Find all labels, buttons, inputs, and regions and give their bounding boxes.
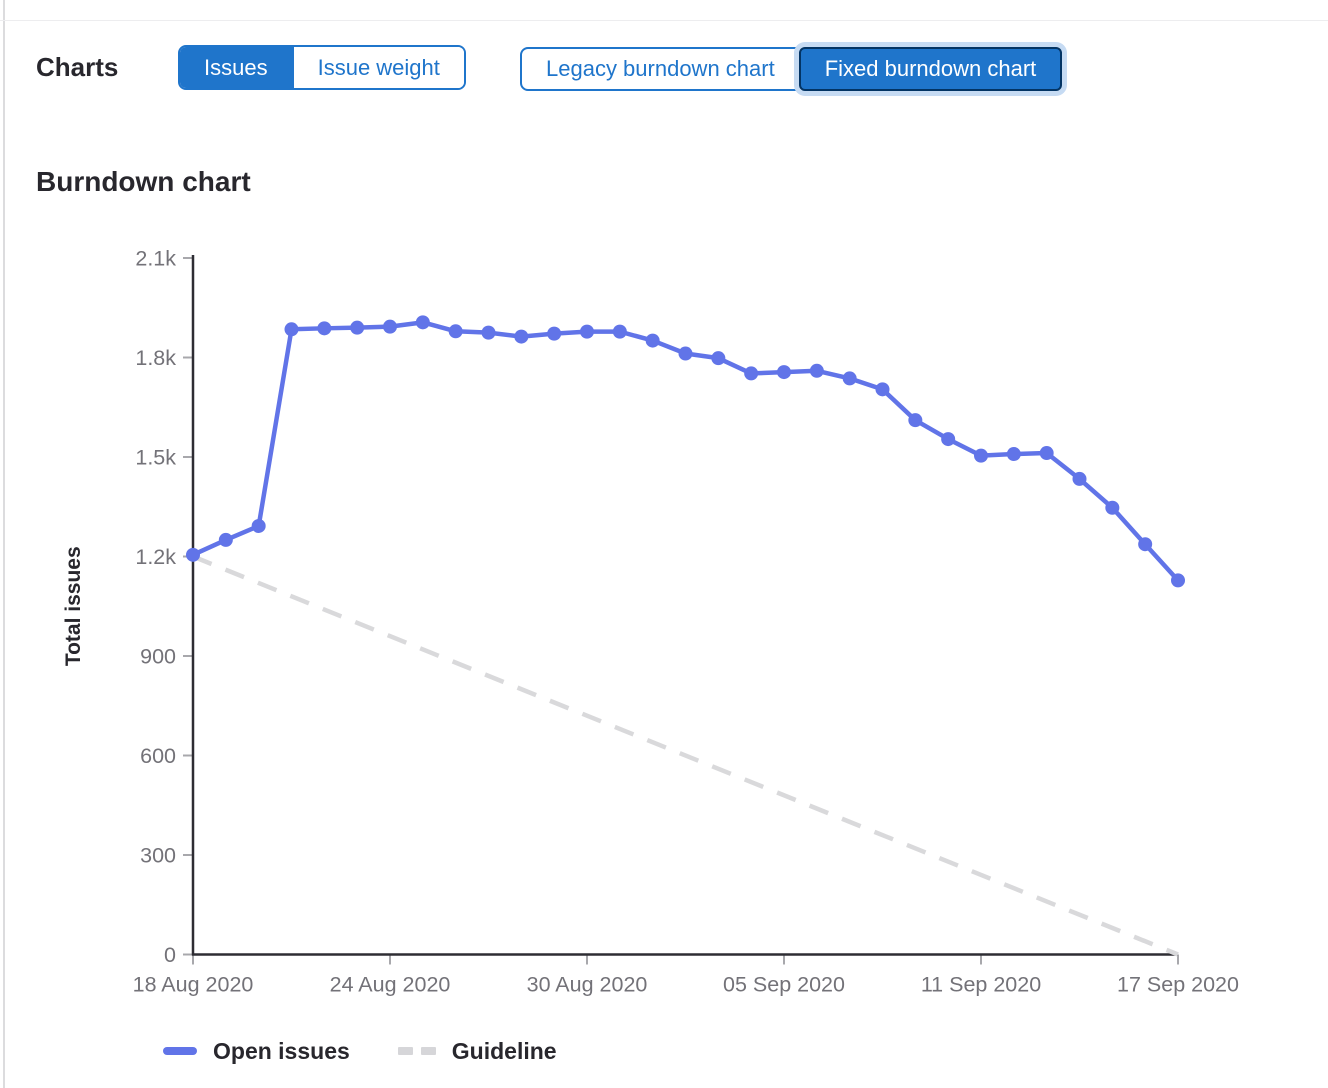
guideline-dash-swatch — [397, 1047, 436, 1055]
svg-text:1.5k: 1.5k — [135, 446, 176, 470]
legend-label-guideline: Guideline — [451, 1037, 557, 1064]
chart-version-button-group: Legacy burndown chart Fixed burndown cha… — [520, 45, 1063, 93]
toggle-issues-button[interactable]: Issues — [180, 47, 292, 88]
charts-section-label: Charts — [36, 52, 119, 82]
svg-text:24 Aug 2020: 24 Aug 2020 — [330, 973, 451, 997]
page-left-border — [3, 0, 5, 1088]
svg-text:900: 900 — [140, 645, 176, 669]
svg-text:600: 600 — [140, 744, 176, 768]
svg-text:18 Aug 2020: 18 Aug 2020 — [133, 973, 254, 997]
svg-text:1.2k: 1.2k — [135, 545, 176, 569]
legacy-burndown-chart-button[interactable]: Legacy burndown chart — [520, 47, 801, 91]
legend-item-open-issues[interactable]: Open issues — [163, 1038, 350, 1065]
svg-text:Total issues: Total issues — [62, 546, 85, 666]
svg-text:17 Sep 2020: 17 Sep 2020 — [1117, 973, 1239, 997]
open-issues-line-swatch — [163, 1047, 197, 1055]
svg-text:30 Aug 2020: 30 Aug 2020 — [527, 973, 648, 997]
burndown-chart-title: Burndown chart — [36, 166, 251, 197]
chart-legend: Open issues Guideline — [163, 1036, 557, 1066]
svg-text:2.1k: 2.1k — [135, 247, 176, 271]
fixed-burndown-chart-button[interactable]: Fixed burndown chart — [798, 47, 1063, 91]
svg-text:300: 300 — [140, 844, 176, 868]
issue-type-segmented-control: Issues Issue weight — [178, 45, 466, 90]
svg-text:1.8k: 1.8k — [135, 346, 176, 370]
svg-text:11 Sep 2020: 11 Sep 2020 — [921, 973, 1041, 997]
toggle-issue-weight-button[interactable]: Issue weight — [291, 47, 464, 88]
svg-text:0: 0 — [164, 943, 176, 967]
burndown-chart: 0 300 600 900 1.2k 1.5k 1.8k 2.1k 18 Aug 2020 24 … — [62, 247, 1239, 997]
legend-label-open-issues: Open issues — [213, 1037, 350, 1064]
svg-text:05 Sep 2020: 05 Sep 2020 — [723, 973, 845, 997]
legend-item-guideline[interactable]: Guideline — [397, 1037, 557, 1065]
page-top-border — [0, 20, 1328, 21]
